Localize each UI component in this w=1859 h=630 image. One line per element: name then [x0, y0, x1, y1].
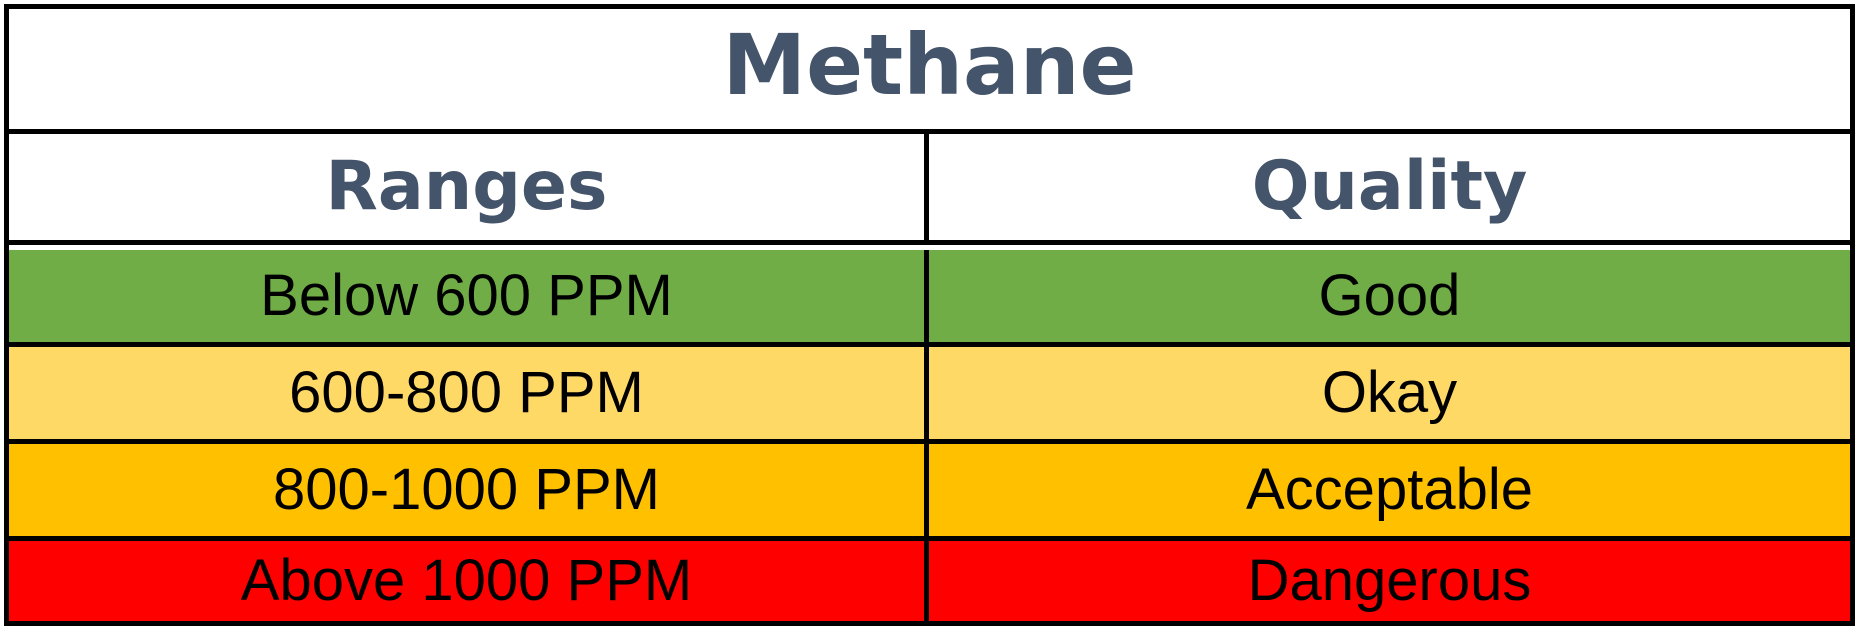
range-value: 600-800 PPM	[289, 360, 644, 425]
range-cell: 600-800 PPM	[9, 347, 929, 439]
quality-value: Acceptable	[1246, 457, 1533, 522]
table-title: Methane	[722, 16, 1137, 114]
range-value: 800-1000 PPM	[273, 457, 660, 522]
quality-value: Good	[1318, 263, 1461, 328]
range-value: Below 600 PPM	[260, 263, 673, 328]
header-ranges: Ranges	[325, 147, 608, 226]
range-cell: Above 1000 PPM	[9, 541, 929, 621]
range-cell: 800-1000 PPM	[9, 444, 929, 536]
table-row: 600-800 PPM Okay	[9, 347, 1850, 444]
quality-cell: Okay	[929, 347, 1850, 439]
table-row: Below 600 PPM Good	[9, 250, 1850, 347]
range-cell: Below 600 PPM	[9, 250, 929, 342]
table-header-row: Ranges Quality	[9, 134, 1850, 245]
quality-value: Dangerous	[1247, 548, 1532, 613]
table-row: 800-1000 PPM Acceptable	[9, 444, 1850, 541]
quality-cell: Acceptable	[929, 444, 1850, 536]
quality-cell: Good	[929, 250, 1850, 342]
header-cell-ranges: Ranges	[9, 134, 929, 240]
table-row: Above 1000 PPM Dangerous	[9, 541, 1850, 621]
header-quality: Quality	[1251, 147, 1528, 226]
quality-cell: Dangerous	[929, 541, 1850, 621]
methane-table: Methane Ranges Quality Below 600 PPM Goo…	[4, 4, 1855, 626]
table-title-row: Methane	[9, 9, 1850, 134]
range-value: Above 1000 PPM	[240, 548, 693, 613]
quality-value: Okay	[1321, 360, 1458, 425]
header-cell-quality: Quality	[929, 134, 1850, 240]
